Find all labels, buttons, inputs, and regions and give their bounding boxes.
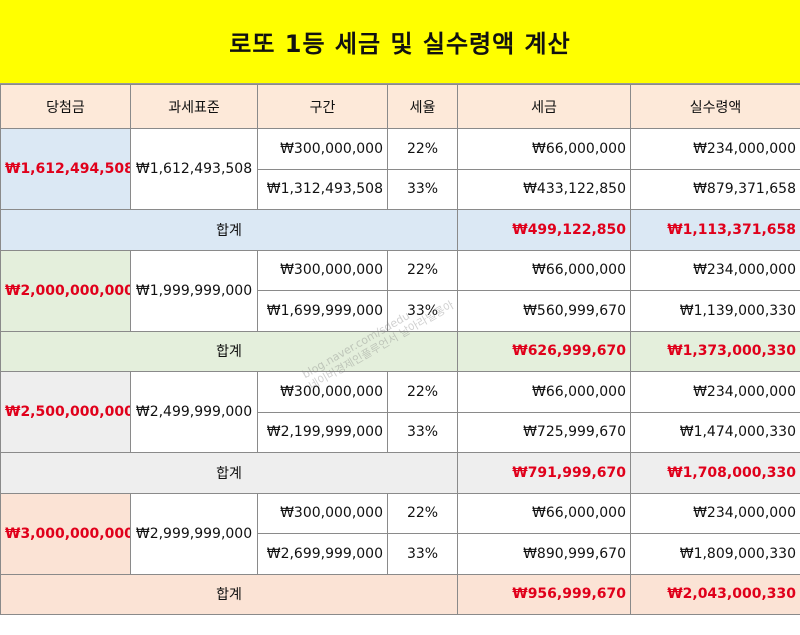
total-label: 합계 [0,330,458,372]
bracket-cell: ₩1,699,999,000 [257,290,388,332]
net-cell: ₩234,000,000 [630,249,800,291]
total-label: 합계 [0,209,458,251]
total-label: 합계 [0,452,458,494]
total-label: 합계 [0,573,458,615]
table-row: ₩1,612,494,508 ₩1,612,493,508 ₩300,000,0… [0,128,800,210]
tax-base-cell: ₩2,499,999,000 [130,371,258,453]
total-net-cell: ₩1,708,000,330 [630,452,800,494]
table-row: ₩2,500,000,000 ₩2,499,999,000 ₩300,000,0… [0,371,800,453]
header-rate: 세율 [387,84,458,129]
net-cell: ₩234,000,000 [630,492,800,534]
tax-cell: ₩433,122,850 [457,168,631,210]
prize-cell: ₩2,000,000,000 [0,249,131,332]
total-row: 합계 ₩956,999,670 ₩2,043,000,330 [0,573,800,615]
bracket-cell: ₩1,312,493,508 [257,168,388,210]
prize-cell: ₩2,500,000,000 [0,371,131,453]
tax-base-cell: ₩1,612,493,508 [130,128,258,210]
tax-cell: ₩890,999,670 [457,533,631,575]
rate-cell: 22% [387,128,458,170]
total-net-cell: ₩1,373,000,330 [630,330,800,372]
tax-table: 당첨금 과세표준 구간 세율 세금 실수령액 ₩1,612,494,508 ₩1… [0,84,800,615]
bracket-cell: ₩300,000,000 [257,492,388,534]
total-net-cell: ₩1,113,371,658 [630,209,800,251]
tax-base-cell: ₩2,999,999,000 [130,492,258,575]
net-cell: ₩1,809,000,330 [630,533,800,575]
bracket-cell: ₩300,000,000 [257,371,388,413]
table-row: ₩1,699,999,000 33% ₩560,999,670 ₩1,139,0… [1,290,800,332]
table-row: ₩1,312,493,508 33% ₩433,122,850 ₩879,371… [1,168,800,210]
header-net: 실수령액 [630,84,800,129]
tax-cell: ₩66,000,000 [457,128,631,170]
rate-cell: 22% [387,492,458,534]
total-tax-cell: ₩791,999,670 [457,452,631,494]
table-row: ₩2,000,000,000 ₩1,999,999,000 ₩300,000,0… [0,249,800,332]
total-row: 합계 ₩499,122,850 ₩1,113,371,658 [0,209,800,251]
net-cell: ₩234,000,000 [630,371,800,413]
rate-cell: 22% [387,371,458,413]
table-row: ₩2,699,999,000 33% ₩890,999,670 ₩1,809,0… [1,533,800,575]
prize-cell: ₩1,612,494,508 [0,128,131,210]
tax-cell: ₩66,000,000 [457,371,631,413]
header-row: 당첨금 과세표준 구간 세율 세금 실수령액 [0,84,800,129]
bracket-cell: ₩2,199,999,000 [257,411,388,453]
rate-cell: 33% [387,533,458,575]
sheet-title: 로또 1등 세금 및 실수령액 계산 [0,0,800,84]
header-bracket: 구간 [257,84,388,129]
tax-cell: ₩725,999,670 [457,411,631,453]
header-tax: 세금 [457,84,631,129]
total-net-cell: ₩2,043,000,330 [630,573,800,615]
prize-cell: ₩3,000,000,000 [0,492,131,575]
rate-cell: 22% [387,249,458,291]
total-row: 합계 ₩626,999,670 ₩1,373,000,330 [0,330,800,372]
net-cell: ₩234,000,000 [630,128,800,170]
table-row: ₩2,199,999,000 33% ₩725,999,670 ₩1,474,0… [1,411,800,453]
header-tax-base: 과세표준 [130,84,258,129]
rate-cell: 33% [387,168,458,210]
net-cell: ₩1,139,000,330 [630,290,800,332]
header-prize: 당첨금 [0,84,131,129]
tax-cell: ₩560,999,670 [457,290,631,332]
bracket-cell: ₩300,000,000 [257,128,388,170]
table-row: ₩3,000,000,000 ₩2,999,999,000 ₩300,000,0… [0,492,800,575]
bracket-cell: ₩300,000,000 [257,249,388,291]
net-cell: ₩879,371,658 [630,168,800,210]
net-cell: ₩1,474,000,330 [630,411,800,453]
total-tax-cell: ₩626,999,670 [457,330,631,372]
tax-cell: ₩66,000,000 [457,492,631,534]
rate-cell: 33% [387,411,458,453]
rate-cell: 33% [387,290,458,332]
total-tax-cell: ₩499,122,850 [457,209,631,251]
total-row: 합계 ₩791,999,670 ₩1,708,000,330 [0,452,800,494]
tax-base-cell: ₩1,999,999,000 [130,249,258,332]
bracket-cell: ₩2,699,999,000 [257,533,388,575]
total-tax-cell: ₩956,999,670 [457,573,631,615]
tax-cell: ₩66,000,000 [457,249,631,291]
